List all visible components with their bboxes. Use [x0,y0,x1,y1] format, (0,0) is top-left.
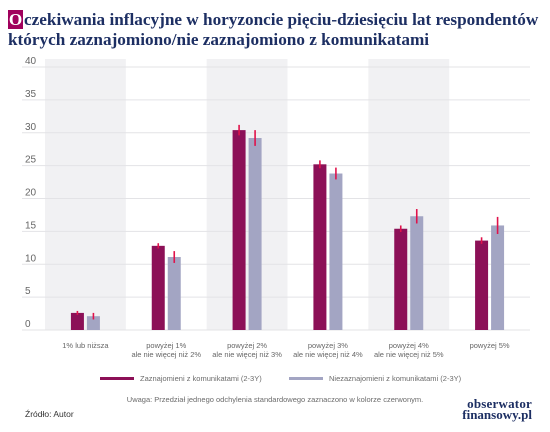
bar-series-1 [70,312,84,330]
bar-series-2 [248,138,262,330]
chart-note: Uwaga: Przedział jednego odchylenia stan… [126,395,424,404]
source-label: Źródło: Autor [25,409,74,419]
y-tick-label: 5 [25,286,31,297]
bar-series-2 [167,257,181,330]
title-text: czekiwania inflacyjne w horyzoncie pięci… [8,10,539,49]
x-tick-label: powyżej 1% [146,341,186,350]
x-tick-label: ale nie więcej niż 2% [131,350,201,359]
y-tick-label: 15 [25,220,37,231]
legend-swatch-series-2 [289,377,323,380]
x-tick-label: powyżej 4% [389,341,429,350]
x-tick-label: 1% lub niższa [62,341,109,350]
y-tick-label: 20 [25,188,37,199]
bar-series-2 [491,225,505,330]
legend-swatch-series-1 [100,377,134,380]
x-tick-label: powyżej 3% [308,341,348,350]
x-tick-label: ale nie więcej niż 4% [293,350,363,359]
bar-series-1 [394,228,408,330]
x-tick-label: powyżej 2% [227,341,267,350]
logo-line-1: obserwator [467,396,532,411]
bar-series-2 [410,216,424,330]
legend-item-series-2: Niezaznajomieni z komunikatami (2-3Y) [289,374,461,383]
legend-label-series-1: Zaznajomieni z komunikatami (2-3Y) [140,374,262,383]
logo-line-2: finansowy.pl [462,407,532,422]
bar-series-2 [86,316,100,330]
x-tick-label: powyżej 5% [470,341,510,350]
y-tick-label: 0 [25,319,31,330]
bar-series-1 [232,130,246,330]
bar-series-1 [313,164,327,330]
legend-item-series-1: Zaznajomieni z komunikatami (2-3Y) [100,374,262,383]
x-tick-label: ale nie więcej niż 3% [212,350,282,359]
title-initial-letter: O [8,10,23,29]
category-band [45,59,126,330]
y-tick-label: 30 [25,122,37,133]
legend-label-series-2: Niezaznajomieni z komunikatami (2-3Y) [329,374,462,383]
x-tick-label: ale nie więcej niż 5% [374,350,444,359]
category-band [206,59,288,330]
y-tick-label: 10 [25,253,37,264]
publisher-logo[interactable]: obserwator finansowy.pl [462,396,532,422]
y-tick-label: 40 [25,56,37,67]
bar-series-1 [151,245,165,330]
y-tick-label: 35 [25,89,37,100]
category-band [368,59,450,330]
legend: Zaznajomieni z komunikatami (2-3Y) Nieza… [0,374,550,388]
bar-series-2 [329,173,343,330]
y-tick-label: 25 [25,155,37,166]
bar-series-1 [475,240,489,330]
